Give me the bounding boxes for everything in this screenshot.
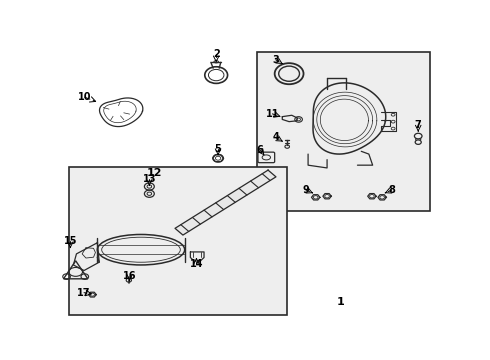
Text: 12: 12 (147, 168, 162, 179)
Text: 10: 10 (78, 92, 92, 102)
Text: 2: 2 (213, 49, 220, 59)
Polygon shape (175, 170, 276, 235)
Text: 7: 7 (415, 120, 421, 130)
Text: 16: 16 (123, 271, 136, 281)
Text: 1: 1 (337, 297, 344, 307)
Text: 13: 13 (143, 174, 156, 184)
Text: 8: 8 (388, 185, 395, 195)
Text: 6: 6 (257, 145, 264, 155)
Text: 17: 17 (77, 288, 91, 298)
Text: 9: 9 (303, 185, 310, 195)
Bar (257, 51, 430, 211)
Text: 5: 5 (215, 144, 221, 153)
Bar (69, 167, 287, 315)
Text: 4: 4 (272, 132, 279, 143)
Text: 3: 3 (272, 55, 279, 65)
Text: 14: 14 (190, 260, 203, 269)
Text: 15: 15 (64, 237, 77, 246)
Text: 11: 11 (266, 109, 279, 119)
